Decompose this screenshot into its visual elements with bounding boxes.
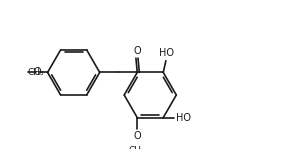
Text: HO: HO (159, 48, 174, 58)
Text: O: O (133, 46, 141, 56)
Text: CH₃: CH₃ (129, 146, 145, 149)
Text: O: O (34, 67, 41, 77)
Text: O: O (133, 131, 141, 141)
Text: HO: HO (175, 112, 191, 123)
Text: CH₃: CH₃ (27, 68, 44, 77)
